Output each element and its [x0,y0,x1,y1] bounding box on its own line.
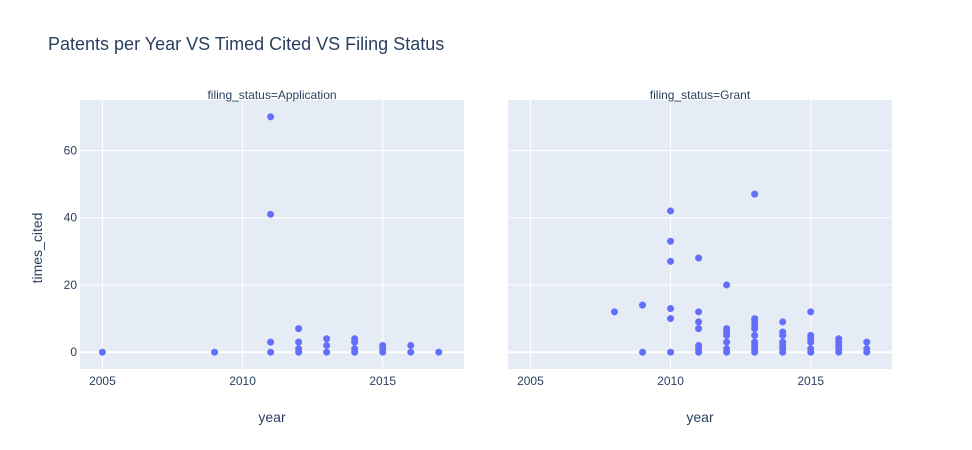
data-point [695,349,702,356]
facet-label: filing_status=Grant [650,88,751,102]
data-point [723,281,730,288]
data-point [779,349,786,356]
data-point [723,332,730,339]
data-point [611,308,618,315]
x-tick-label: 2015 [369,374,396,388]
x-tick-label: 2010 [657,374,684,388]
data-point [863,339,870,346]
data-point [779,318,786,325]
x-tick-label: 2010 [229,374,256,388]
data-point [323,335,330,342]
x-axis-title: year [258,409,286,425]
data-point [779,332,786,339]
data-point [407,349,414,356]
data-point [211,349,218,356]
x-axis-title: year [686,409,714,425]
y-tick-label: 20 [64,278,78,292]
data-point [639,349,646,356]
x-tick-label: 2005 [517,374,544,388]
data-point [667,207,674,214]
data-point [751,191,758,198]
data-point [407,342,414,349]
facet-panel-2: filing_status=Grant 2005 2010 2015 year [508,88,892,425]
data-point [835,349,842,356]
data-point [267,211,274,218]
data-point [695,318,702,325]
plot-area [80,100,464,369]
data-point [267,339,274,346]
data-point [295,349,302,356]
data-point [695,325,702,332]
data-point [267,349,274,356]
data-point [435,349,442,356]
data-point [323,342,330,349]
data-point [807,349,814,356]
data-point [751,325,758,332]
data-point [99,349,106,356]
data-point [667,305,674,312]
data-point [695,308,702,315]
chart-title: Patents per Year VS Timed Cited VS Filin… [48,34,444,54]
data-point [295,339,302,346]
data-point [351,349,358,356]
data-point [723,339,730,346]
data-point [295,325,302,332]
data-point [351,339,358,346]
data-point [667,315,674,322]
y-axis-title: times_cited [29,213,45,284]
data-point [639,302,646,309]
facet-panels: filing_status=Application 2005 2010 2015 0 20… [64,88,892,425]
x-tick-label: 2005 [89,374,116,388]
data-point [863,349,870,356]
y-tick-label: 60 [64,143,78,157]
facet-label: filing_status=Application [207,88,336,102]
y-tick-label: 40 [64,211,78,225]
data-point [667,258,674,265]
data-point [267,113,274,120]
y-tick-label: 0 [70,345,77,359]
data-point [379,349,386,356]
data-point [723,349,730,356]
data-point [695,255,702,262]
data-point [807,308,814,315]
facet-panel-1: filing_status=Application 2005 2010 2015 0 20… [64,88,464,425]
data-point [667,238,674,245]
data-point [323,349,330,356]
x-tick-label: 2015 [797,374,824,388]
data-point [751,349,758,356]
data-point [751,332,758,339]
data-point [667,349,674,356]
data-point [807,339,814,346]
